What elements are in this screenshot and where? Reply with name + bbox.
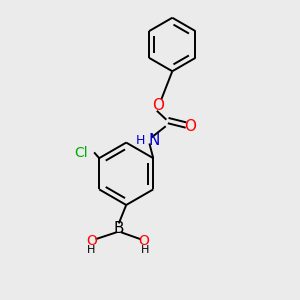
Text: O: O [87, 234, 98, 248]
Text: H: H [136, 134, 146, 147]
Text: H: H [87, 245, 96, 255]
Text: B: B [113, 221, 124, 236]
Text: Cl: Cl [74, 146, 88, 160]
Text: N: N [148, 133, 160, 148]
Text: O: O [184, 119, 196, 134]
Text: H: H [140, 245, 149, 255]
Text: O: O [139, 234, 149, 248]
Text: O: O [152, 98, 164, 113]
